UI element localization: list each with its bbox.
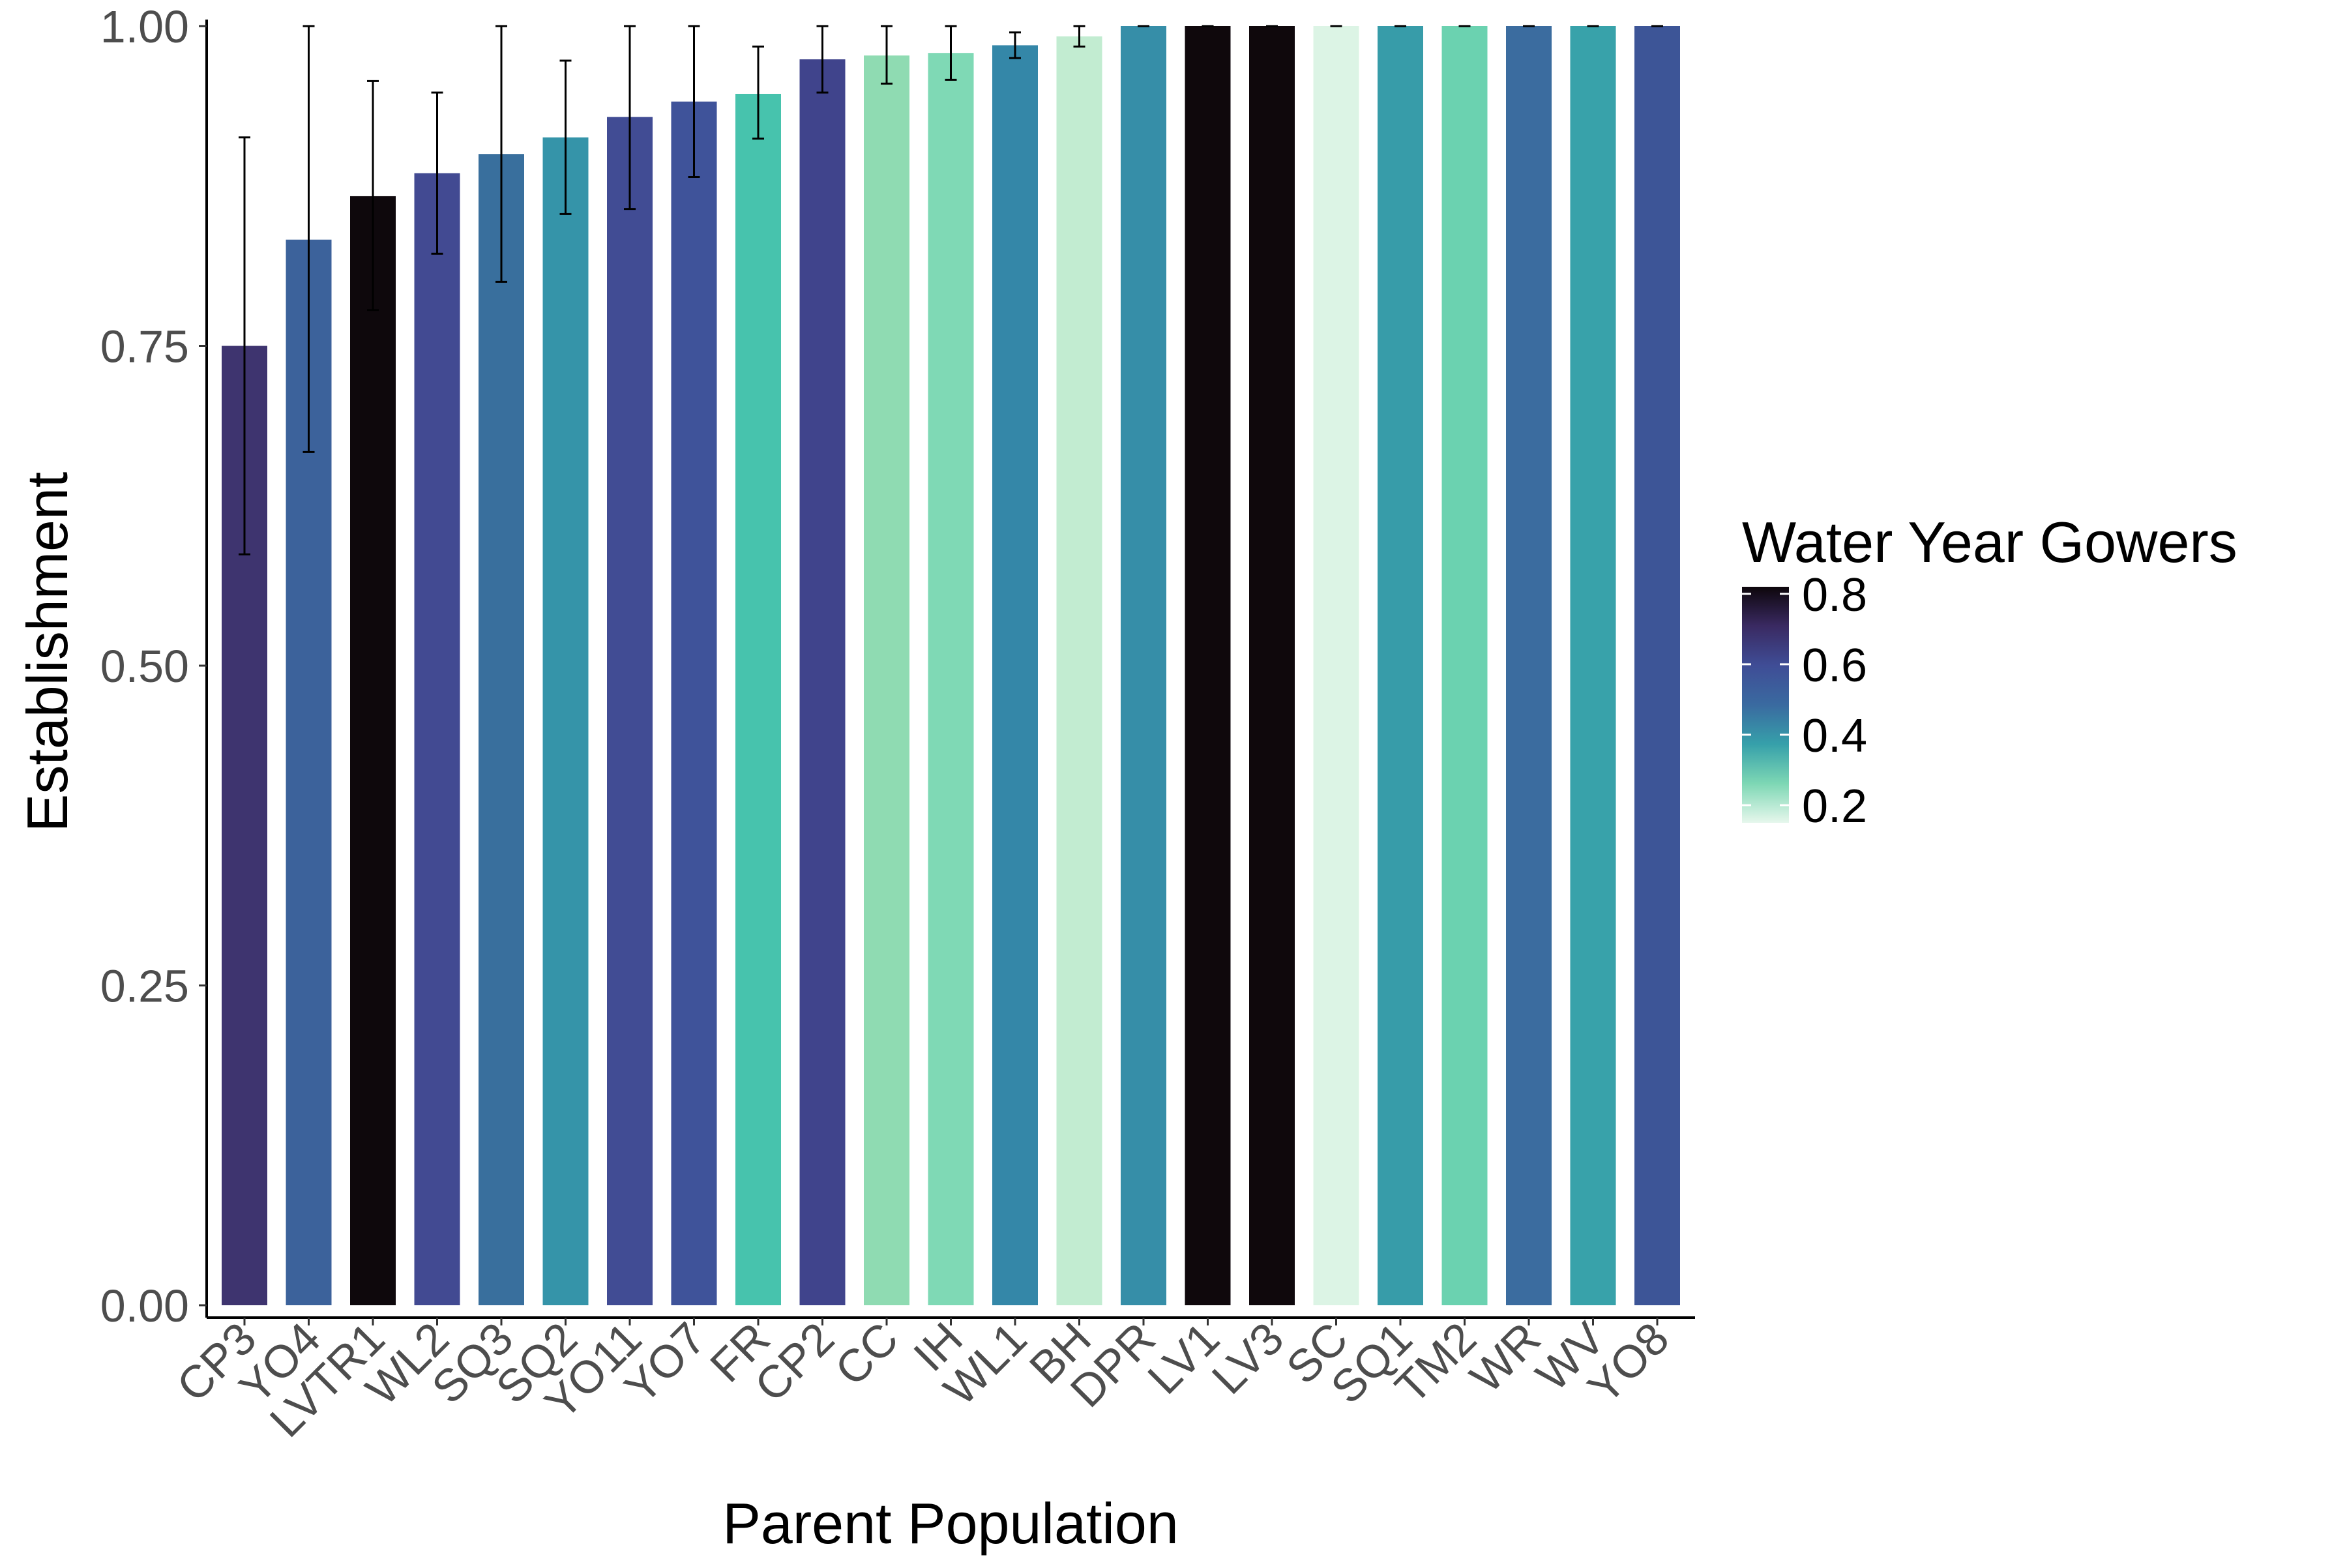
x-axis-ticks: CP3YO4LVTR1WL2SQ3SQ2YO11YO7FRCP2CCIHWL1B… xyxy=(167,1312,1678,1447)
legend-color-bar xyxy=(1742,587,1789,823)
bar-lvtr1 xyxy=(350,196,396,1305)
bar-sq3 xyxy=(479,154,524,1306)
y-tick-label: 0.00 xyxy=(100,1280,189,1331)
legend-tick-label: 0.6 xyxy=(1802,640,1867,692)
bar-wv xyxy=(1570,26,1616,1305)
errorbar-yo7 xyxy=(688,25,700,179)
y-axis-title: Establishment xyxy=(15,472,80,833)
bar-sq1 xyxy=(1378,26,1423,1305)
bar-ih xyxy=(928,53,974,1305)
y-axis-ticks: 0.00 0.25 0.50 0.75 1.00 xyxy=(100,1,207,1331)
bar-tm2 xyxy=(1441,26,1488,1305)
x-tick-label: CC xyxy=(825,1312,908,1395)
bar-sq2 xyxy=(542,137,589,1306)
errorbar-cp3 xyxy=(239,136,250,555)
errorbar-wl1 xyxy=(1009,31,1021,59)
errorbars-group xyxy=(239,25,1663,555)
legend-tick-label: 0.4 xyxy=(1802,710,1867,762)
bar-wl2 xyxy=(414,173,460,1305)
legend-tick-label: 0.8 xyxy=(1802,569,1867,621)
bar-sc xyxy=(1313,26,1359,1305)
bar-fr xyxy=(735,93,781,1306)
errorbar-lvtr1 xyxy=(367,80,379,312)
bar-yo11 xyxy=(607,117,653,1305)
color-legend: Water Year Gowers 0.2 0.4 0.6 0.8 xyxy=(1742,510,2237,833)
bar-lv1 xyxy=(1185,26,1231,1305)
legend-tick-label: 0.2 xyxy=(1802,780,1867,833)
errorbar-cp2 xyxy=(816,25,829,94)
errorbar-wl2 xyxy=(431,91,443,255)
bar-wr xyxy=(1506,26,1552,1305)
errorbar-fr xyxy=(752,45,764,140)
bars-group xyxy=(222,26,1680,1306)
errorbar-cc xyxy=(881,25,893,85)
bar-bh xyxy=(1056,36,1102,1305)
errorbar-yo11 xyxy=(624,25,636,211)
y-tick-label: 0.50 xyxy=(100,641,189,692)
errorbar-ih xyxy=(945,25,957,81)
bar-cp2 xyxy=(799,59,846,1306)
legend-title: Water Year Gowers xyxy=(1742,510,2237,574)
bar-yo8 xyxy=(1634,26,1680,1305)
bar-wl1 xyxy=(992,45,1038,1305)
bar-dpr xyxy=(1121,26,1166,1305)
x-axis-title: Parent Population xyxy=(722,1491,1179,1556)
errorbar-sq3 xyxy=(495,25,507,283)
y-tick-label: 0.25 xyxy=(100,961,189,1012)
bar-lv3 xyxy=(1249,26,1295,1305)
errorbar-bh xyxy=(1073,25,1085,48)
bar-cc xyxy=(864,55,909,1306)
bar-yo7 xyxy=(671,101,717,1305)
errorbar-sq2 xyxy=(559,59,572,215)
legend-ticks: 0.2 0.4 0.6 0.8 xyxy=(1742,569,1867,833)
errorbar-yo4 xyxy=(303,25,315,453)
y-tick-label: 1.00 xyxy=(100,1,189,52)
y-tick-label: 0.75 xyxy=(100,321,189,372)
